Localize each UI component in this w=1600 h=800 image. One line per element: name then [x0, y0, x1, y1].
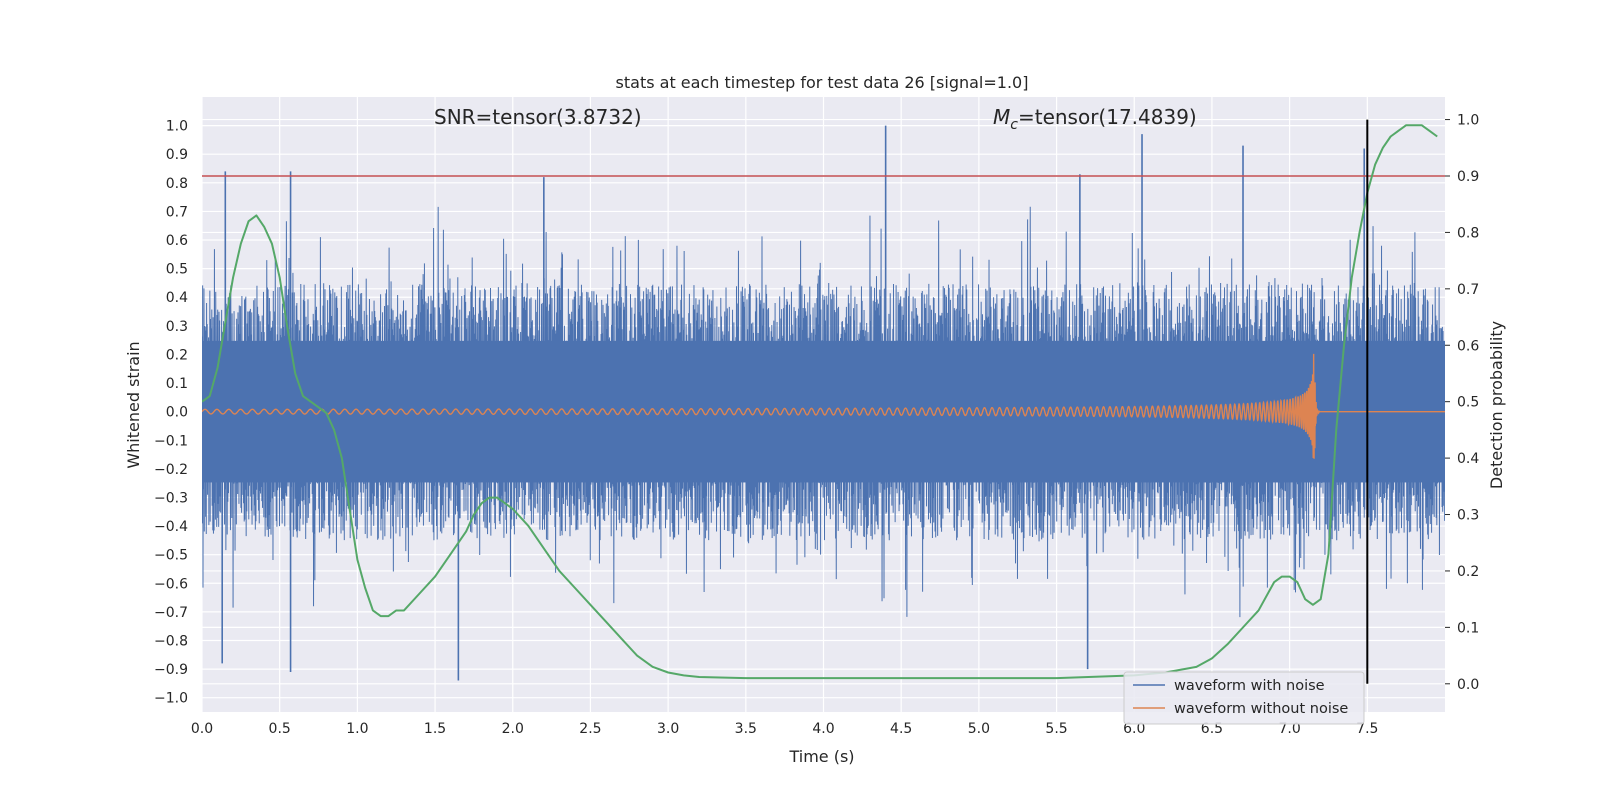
legend-label-noise: waveform with noise — [1174, 678, 1325, 694]
snr-annotation: SNR=tensor(3.8732) — [434, 105, 642, 129]
y-left-tick-label: 0.9 — [166, 147, 188, 163]
mc-annotation: Mc=tensor(17.4839) — [993, 105, 1197, 133]
x-tick-label: 6.0 — [1123, 721, 1145, 737]
y-left-tick-label: 0.5 — [166, 262, 188, 278]
y-left-tick-label: −1.0 — [154, 691, 188, 707]
x-tick-label: 6.5 — [1201, 721, 1223, 737]
x-tick-label: 2.0 — [502, 721, 524, 737]
y-right-tick-label: 0.2 — [1457, 564, 1479, 580]
y-right-tick-label: 0.3 — [1457, 508, 1479, 524]
y-right-tick-label: 0.9 — [1457, 169, 1479, 185]
y-right-tick-label: 0.4 — [1457, 451, 1479, 467]
series-detection-probability — [202, 119, 1438, 684]
x-tick-label: 3.5 — [735, 721, 757, 737]
x-tick-label: 7.0 — [1278, 721, 1300, 737]
y-left-tick-label: −0.2 — [154, 462, 188, 478]
probability-line — [202, 124, 1438, 680]
x-tick-label: 0.5 — [269, 721, 291, 737]
y-left-tick-label: 0.7 — [166, 204, 188, 220]
y-right-tick-label: 1.0 — [1457, 113, 1479, 129]
y-left-tick-label: 0.8 — [166, 176, 188, 192]
y-left-tick-label: −0.1 — [154, 433, 188, 449]
chirp-trace — [202, 353, 1445, 459]
mc-symbol: M — [993, 105, 1010, 129]
y-right-tick-label: 0.8 — [1457, 225, 1479, 241]
y-right-tick-label: 0.6 — [1457, 338, 1479, 354]
x-tick-label: 4.0 — [812, 721, 834, 737]
mc-value: =tensor(17.4839) — [1018, 105, 1197, 129]
legend-label-clean: waveform without noise — [1174, 701, 1348, 717]
mc-subscript: c — [1010, 117, 1018, 133]
y-axis-right-label: Detection probability — [1487, 321, 1506, 489]
y-right-tick-label: 0.0 — [1457, 677, 1479, 693]
y-left-tick-label: 0.3 — [166, 319, 188, 335]
y-left-tick-label: −0.8 — [154, 633, 188, 649]
y-left-tick-label: −0.7 — [154, 605, 188, 621]
x-tick-label: 5.5 — [1045, 721, 1067, 737]
legend-box — [1123, 671, 1365, 725]
x-axis-label: Time (s) — [788, 747, 854, 766]
y-left-tick-label: −0.4 — [154, 519, 188, 535]
x-tick-label: 4.5 — [890, 721, 912, 737]
y-left-tick-label: −0.3 — [154, 490, 188, 506]
y-left-tick-label: 0.2 — [166, 347, 188, 363]
y-left-tick-label: 1.0 — [166, 119, 188, 135]
x-tick-label: 5.0 — [968, 721, 990, 737]
x-tick-label: 3.0 — [657, 721, 679, 737]
y-left-tick-label: −0.9 — [154, 662, 188, 678]
y-left-tick-label: −0.6 — [154, 576, 188, 592]
y-right-tick-label: 0.1 — [1457, 620, 1479, 636]
x-tick-label: 1.5 — [424, 721, 446, 737]
x-tick-label: 2.5 — [579, 721, 601, 737]
y-right-tick-label: 0.5 — [1457, 395, 1479, 411]
y-left-tick-label: 0.1 — [166, 376, 188, 392]
chart-title: stats at each timestep for test data 26 … — [616, 73, 1029, 92]
ticks: 0.0 0.5 1.0 1.5 2.0 2.5 3.0 3.5 4.0 4.5 5.0 5.5 6.0 6… — [154, 113, 1479, 737]
x-tick-label: 7.5 — [1356, 721, 1378, 737]
y-right-tick-label: 0.7 — [1457, 282, 1479, 298]
legend: waveform with noise waveform without noi… — [1123, 671, 1365, 725]
y-left-tick-label: 0.4 — [166, 290, 188, 306]
y-left-tick-label: 0.6 — [166, 233, 188, 249]
y-left-tick-label: 0.0 — [166, 405, 188, 421]
series-waveform-without-noise — [202, 353, 1445, 459]
x-tick-label: 1.0 — [346, 721, 368, 737]
y-axis-left-label: Whitened strain — [124, 341, 143, 468]
y-left-tick-label: −0.5 — [154, 548, 188, 564]
x-tick-label: 0.0 — [191, 721, 213, 737]
